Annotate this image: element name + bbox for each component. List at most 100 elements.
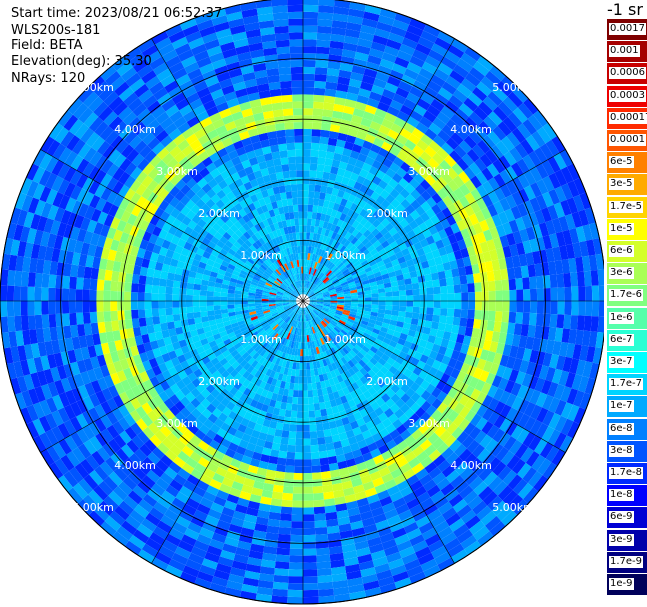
ppi-cell (37, 245, 47, 261)
ppi-cell (196, 571, 214, 583)
ppi-cell (74, 240, 84, 254)
ppi-cell (344, 451, 355, 461)
ppi-cell (378, 147, 390, 158)
ppi-cell (449, 332, 458, 342)
ppi-cell (435, 211, 447, 222)
ppi-cell (286, 396, 293, 404)
ppi-cell (222, 361, 232, 371)
ppi-cell (559, 341, 569, 357)
ppi-cell (568, 329, 577, 345)
ppi-cell (303, 4, 319, 13)
ppi-cell (180, 184, 191, 195)
ppi-cell (295, 281, 299, 289)
ppi-cell (523, 301, 531, 313)
ppi-cell (527, 114, 543, 131)
ppi-cell (278, 527, 292, 535)
ppi-cell (296, 281, 300, 288)
ppi-cell (72, 483, 89, 500)
ppi-cell (163, 336, 172, 346)
ppi-cell (229, 335, 238, 343)
ppi-cell (310, 444, 319, 453)
ppi-cell (213, 21, 230, 33)
ppi-cell (77, 143, 92, 159)
ppi-cell (113, 466, 128, 482)
ppi-cell (112, 167, 125, 181)
ppi-cell (369, 500, 382, 511)
ppi-cell (294, 289, 299, 296)
ppi-cell (342, 401, 351, 411)
ppi-cell (155, 129, 169, 143)
ppi-cell (141, 414, 154, 427)
ppi-cell (411, 282, 420, 290)
ppi-cell (515, 371, 526, 385)
ppi-cell (67, 487, 83, 504)
ppi-cell (359, 384, 368, 394)
ppi-cell (210, 379, 221, 389)
ppi-cell (311, 129, 321, 137)
ppi-cell (475, 197, 488, 211)
ppi-cell (284, 291, 291, 296)
ppi-cell (402, 272, 411, 280)
ppi-cell (148, 260, 157, 270)
ppi-cell (333, 249, 340, 257)
ppi-cell (185, 457, 198, 469)
ppi-cell (323, 491, 335, 500)
ppi-cell (27, 286, 35, 301)
ppi-cell (354, 51, 369, 62)
ppi-cell (312, 485, 324, 494)
ppi-cell (463, 490, 479, 505)
ppi-cell (139, 371, 150, 383)
ppi-cell (337, 189, 345, 199)
ppi-cell (207, 352, 217, 361)
ppi-cell (404, 156, 416, 168)
ppi-cell (279, 366, 286, 375)
ppi-cell (347, 359, 355, 368)
ppi-cell (475, 171, 488, 185)
ppi-cell (591, 285, 600, 301)
ppi-cell (272, 230, 279, 239)
ppi-cell (467, 92, 483, 107)
ppi-cell (335, 335, 342, 342)
ppi-cell (221, 283, 229, 290)
ppi-cell (346, 209, 355, 218)
ppi-cell (330, 384, 338, 393)
ppi-cell (335, 382, 343, 391)
ppi-cell (285, 403, 293, 411)
ppi-cell (310, 375, 316, 384)
ppi-cell (209, 439, 221, 451)
ppi-cell (283, 294, 290, 298)
ppi-cell (238, 533, 253, 544)
ppi-cell (151, 293, 159, 301)
ppi-cell (324, 279, 331, 285)
ppi-cell (190, 387, 201, 398)
ppi-cell (268, 276, 276, 283)
ppi-cell (328, 420, 337, 429)
ppi-cell (434, 425, 447, 438)
ppi-cell (285, 465, 295, 473)
ppi-cell (10, 377, 22, 395)
ppi-cell (493, 401, 506, 415)
ppi-cell (311, 275, 316, 283)
ppi-cell (108, 96, 124, 112)
ppi-cell (258, 266, 266, 273)
ppi-cell (287, 226, 293, 234)
ppi-cell (474, 210, 486, 223)
ppi-cell (390, 383, 401, 394)
ppi-cell (323, 293, 330, 297)
ppi-cell (88, 470, 104, 486)
ppi-cell (507, 494, 524, 511)
ppi-cell (358, 269, 366, 276)
ppi-cell (460, 343, 470, 355)
ppi-cell (334, 593, 351, 603)
ppi-cell (346, 342, 355, 350)
ppi-cell (311, 465, 321, 473)
ppi-cell (351, 365, 360, 374)
ppi-cell (278, 320, 285, 327)
ppi-cell (41, 273, 50, 288)
ppi-cell (32, 166, 46, 184)
ppi-cell (123, 367, 134, 380)
ppi-cell (517, 173, 530, 189)
ppi-cell (487, 280, 496, 292)
ppi-cell (450, 222, 461, 234)
ppi-cell (229, 24, 246, 35)
